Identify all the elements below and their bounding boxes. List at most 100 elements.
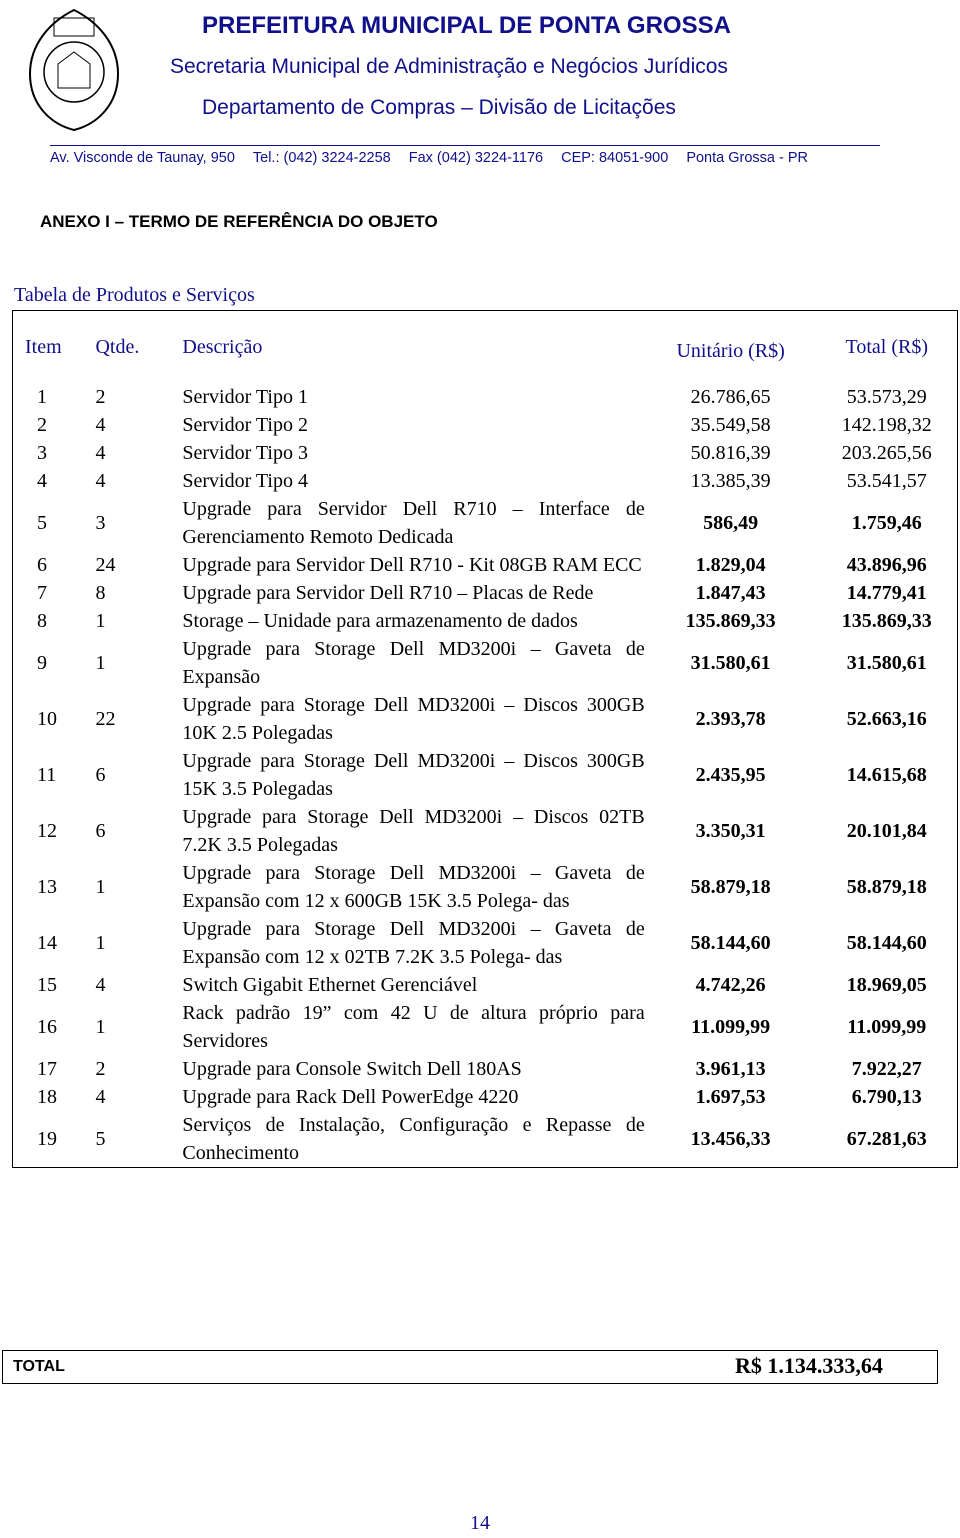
header-cell: Unitário (R$) (676, 340, 785, 362)
table-cell: 6 (95, 764, 106, 786)
table-cell: Upgrade para Storage Dell MD3200i – Disc… (182, 806, 645, 856)
table-cell: 4 (37, 470, 47, 492)
table-row: 1 2 Servidor Tipo 1 26.786,65 53.573,29 (13, 383, 958, 411)
table-cell: 3.961,13 (695, 1058, 766, 1080)
page-number: 14 (470, 1512, 490, 1534)
table-cell: 1 (95, 652, 106, 674)
table-cell: 22 (95, 708, 116, 730)
table-row: 12 6 Upgrade para Storage Dell MD3200i – D… (13, 803, 958, 859)
address-part: Tel.: (042) 3224-2258 (252, 150, 391, 166)
table-cell: 1 (95, 1016, 106, 1038)
table-cell: 50.816,39 (690, 442, 771, 464)
table-cell: 3 (95, 512, 106, 534)
header-cell: Total (R$) (845, 336, 929, 358)
header-rule (50, 145, 880, 146)
table-cell: 18 (37, 1086, 57, 1108)
table-cell: 5 (95, 1128, 106, 1150)
table-cell: 135.869,33 (841, 610, 932, 632)
table-row: 3 4 Servidor Tipo 3 50.816,39 203.265,56 (13, 439, 958, 467)
header-title: PREFEITURA MUNICIPAL DE PONTA GROSSA (202, 12, 731, 39)
table-cell: Switch Gigabit Ethernet Gerenciável (182, 974, 478, 996)
table-cell: 17 (37, 1058, 57, 1080)
table-cell: 135.869,33 (685, 610, 776, 632)
table-row: 7 8 Upgrade para Servidor Dell R710 – Plac… (13, 579, 958, 607)
table-cell: 11 (37, 764, 57, 786)
table-row: 11 6 Upgrade para Storage Dell MD3200i – D… (13, 747, 958, 803)
table-cell: 9 (37, 652, 47, 674)
table-cell: Upgrade para Storage Dell MD3200i – Disc… (182, 750, 645, 800)
table-cell: 11.099,99 (847, 1016, 927, 1038)
table-cell: 18.969,05 (846, 974, 927, 996)
table-cell: 53.541,57 (846, 470, 927, 492)
table-cell: 20.101,84 (846, 820, 927, 842)
table-cell: 3 (37, 442, 47, 464)
table-cell: 31.580,61 (846, 652, 927, 674)
table-cell: 58.879,18 (846, 876, 927, 898)
table-cell: 1 (95, 610, 106, 632)
table-row: 19 5 Serviços de Instalação, Configuração … (13, 1111, 958, 1168)
total-value: R$ 1.134.333,64 (735, 1353, 883, 1378)
table-cell: 12 (37, 820, 57, 842)
table: Item Qtde. Descrição Unitário (R$) Total… (12, 310, 958, 1168)
table-cell: 1.697,53 (695, 1086, 766, 1108)
table-cell: 4 (95, 974, 106, 996)
annex-title: ANEXO I – TERMO DE REFERÊNCIA DO OBJETO (40, 212, 438, 231)
table-row: 8 1 Storage – Unidade para armazenamento d… (13, 607, 958, 635)
table-cell: Serviços de Instalação, Configuração e R… (182, 1114, 645, 1164)
address-part: Av. Visconde de Taunay, 950 (50, 150, 235, 166)
table-cell: 15 (37, 974, 57, 996)
table-cell: 52.663,16 (846, 708, 927, 730)
table-cell: 13 (37, 876, 57, 898)
table-row: 18 4 Upgrade para Rack Dell PowerEdge 4220… (13, 1083, 958, 1111)
table-cell: 16 (37, 1016, 57, 1038)
table-cell: Rack padrão 19” com 42 U de altura própr… (182, 1002, 645, 1052)
table-cell: 26.786,65 (690, 386, 771, 408)
table-cell: 6 (37, 554, 47, 576)
table-cell: Servidor Tipo 2 (182, 414, 308, 436)
table-row: 13 1 Upgrade para Storage Dell MD3200i – G… (13, 859, 958, 915)
table-cell: 4 (95, 442, 106, 464)
table-cell: 19 (37, 1128, 57, 1150)
table-cell: 142.198,32 (841, 414, 932, 436)
table-row: 14 1 Upgrade para Storage Dell MD3200i – G… (13, 915, 958, 971)
table-cell: 1.829,04 (695, 554, 766, 576)
table-row: 15 4 Switch Gigabit Ethernet Gerenciável 4.… (13, 971, 958, 999)
table-cell: 2 (95, 386, 106, 408)
table-cell: 13.456,33 (690, 1128, 771, 1150)
table-cell: 7 (37, 582, 47, 604)
table-cell: 4.742,26 (695, 974, 766, 996)
table-cell: 35.549,58 (690, 414, 771, 436)
table-cell: Upgrade para Servidor Dell R710 - Kit 08… (182, 554, 642, 576)
table-cell: 10 (37, 708, 57, 730)
table-cell: Upgrade para Storage Dell MD3200i – Disc… (182, 694, 645, 744)
table-cell: 43.896,96 (846, 554, 927, 576)
total-box: TOTAL R$ 1.134.333,64 (2, 1350, 938, 1384)
table-cell: 1 (95, 932, 106, 954)
address-part: Ponta Grossa - PR (686, 150, 808, 166)
total-label: TOTAL (13, 1358, 65, 1375)
table-row: 2 4 Servidor Tipo 2 35.549,58 142.198,32 (13, 411, 958, 439)
address-part: CEP: 84051-900 (561, 150, 669, 166)
table-cell: 14 (37, 932, 57, 954)
table-cell: 8 (37, 610, 47, 632)
table-cell: 58.879,18 (690, 876, 771, 898)
table-cell: 13.385,39 (690, 470, 771, 492)
table-row: 5 3 Upgrade para Servidor Dell R710 – Inte… (13, 495, 958, 551)
table-row: 17 2 Upgrade para Console Switch Dell 180A… (13, 1055, 958, 1083)
table-cell: 58.144,60 (690, 932, 771, 954)
table-cell: Servidor Tipo 1 (182, 386, 308, 408)
header-cell: Qtde. (95, 336, 140, 358)
table-cell: 2 (95, 1058, 106, 1080)
table-cell: 203.265,56 (841, 442, 932, 464)
table-cell: 67.281,63 (846, 1128, 927, 1150)
table-cell: 2 (37, 414, 47, 436)
table-cell: 24 (95, 554, 116, 576)
table-cell: 4 (95, 1086, 106, 1108)
table-row: 10 22 Upgrade para Storage Dell MD3200i – … (13, 691, 958, 747)
table-cell: 586,49 (703, 512, 759, 534)
table-cell: 4 (95, 470, 106, 492)
table-cell: 4 (95, 414, 106, 436)
table-cell: 1 (95, 876, 106, 898)
header-line: Departamento de Compras – Divisão de Lic… (202, 96, 676, 119)
